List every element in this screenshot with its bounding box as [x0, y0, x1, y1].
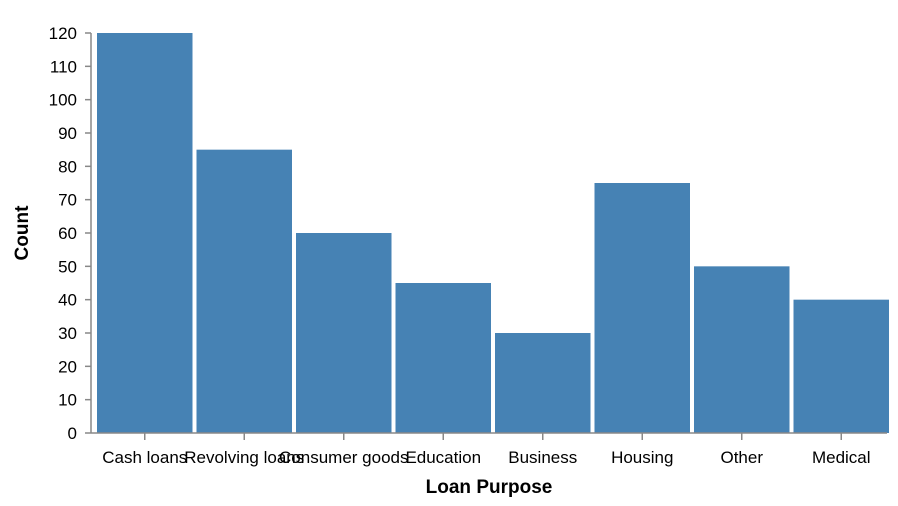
x-tick-label: Consumer goods	[279, 448, 408, 467]
y-tick-label: 80	[58, 157, 77, 176]
bar-housing	[594, 183, 690, 433]
y-axis-title: Count	[12, 205, 33, 261]
x-tick-label: Housing	[611, 448, 673, 467]
y-tick-label: 50	[58, 257, 77, 276]
x-tick-label: Education	[405, 448, 481, 467]
bars-group	[97, 33, 889, 433]
y-tick-label: 70	[58, 191, 77, 210]
y-tick-label: 90	[58, 124, 77, 143]
bar-education	[395, 283, 491, 433]
bar-other	[694, 266, 790, 433]
y-tick-label: 60	[58, 224, 77, 243]
x-tick-label: Business	[508, 448, 577, 467]
x-tick-label: Other	[720, 448, 763, 467]
y-tick-label: 110	[50, 57, 77, 76]
x-tick-label: Cash loans	[102, 448, 187, 467]
y-tick-label: 100	[49, 91, 77, 110]
y-tick-label: 30	[58, 324, 77, 343]
y-tick-label: 120	[49, 24, 77, 43]
x-tick-label: Medical	[812, 448, 871, 467]
y-tick-label: 0	[68, 424, 77, 443]
x-axis-title: Loan Purpose	[426, 477, 553, 498]
bar-cash-loans	[97, 33, 193, 433]
bar-business	[495, 333, 591, 433]
bar-revolving-loans	[196, 149, 292, 433]
bar-medical	[793, 299, 889, 433]
x-tick-label: Revolving loans	[184, 448, 304, 467]
y-tick-label: 10	[58, 391, 77, 410]
bar-consumer-goods	[296, 233, 392, 433]
y-tick-label: 20	[58, 357, 77, 376]
y-tick-label: 40	[58, 291, 77, 310]
y-axis: 0 10 20 30 40 50 60 70 80 90 100 110 120	[49, 24, 92, 443]
